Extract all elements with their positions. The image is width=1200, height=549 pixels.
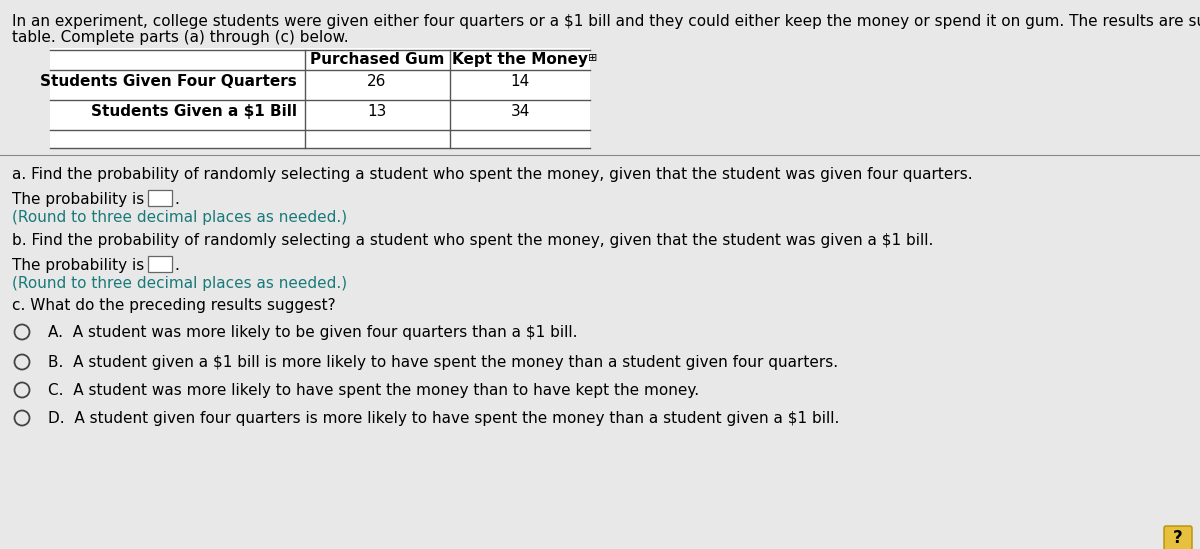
Bar bbox=[148, 190, 172, 206]
Text: The probability is: The probability is bbox=[12, 258, 144, 273]
Text: (Round to three decimal places as needed.): (Round to three decimal places as needed… bbox=[12, 276, 347, 291]
Text: c. What do the preceding results suggest?: c. What do the preceding results suggest… bbox=[12, 298, 336, 313]
Text: 34: 34 bbox=[510, 104, 529, 119]
Text: 14: 14 bbox=[510, 74, 529, 89]
Text: (Round to three decimal places as needed.): (Round to three decimal places as needed… bbox=[12, 210, 347, 225]
Text: The probability is: The probability is bbox=[12, 192, 144, 207]
Text: Kept the Money: Kept the Money bbox=[452, 52, 588, 67]
Text: B.  A student given a $1 bill is more likely to have spent the money than a stud: B. A student given a $1 bill is more lik… bbox=[48, 355, 838, 370]
Bar bbox=[148, 256, 172, 272]
Text: D.  A student given four quarters is more likely to have spent the money than a : D. A student given four quarters is more… bbox=[48, 411, 839, 426]
FancyBboxPatch shape bbox=[1164, 526, 1192, 549]
Text: ?: ? bbox=[1174, 529, 1183, 547]
Text: .: . bbox=[174, 258, 179, 273]
Text: In an experiment, college students were given either four quarters or a $1 bill : In an experiment, college students were … bbox=[12, 14, 1200, 29]
Text: 26: 26 bbox=[367, 74, 386, 89]
Text: C.  A student was more likely to have spent the money than to have kept the mone: C. A student was more likely to have spe… bbox=[48, 383, 700, 398]
Text: .: . bbox=[174, 192, 179, 207]
Text: Purchased Gum: Purchased Gum bbox=[310, 52, 444, 67]
Bar bbox=[50, 48, 590, 148]
Text: Students Given Four Quarters: Students Given Four Quarters bbox=[41, 74, 298, 89]
Text: b. Find the probability of randomly selecting a student who spent the money, giv: b. Find the probability of randomly sele… bbox=[12, 233, 934, 248]
Text: table. Complete parts (a) through (c) below.: table. Complete parts (a) through (c) be… bbox=[12, 30, 349, 45]
Text: Students Given a $1 Bill: Students Given a $1 Bill bbox=[91, 104, 298, 119]
Text: ⊞: ⊞ bbox=[588, 53, 598, 63]
Text: 13: 13 bbox=[367, 104, 386, 119]
Text: a. Find the probability of randomly selecting a student who spent the money, giv: a. Find the probability of randomly sele… bbox=[12, 167, 973, 182]
Text: A.  A student was more likely to be given four quarters than a $1 bill.: A. A student was more likely to be given… bbox=[48, 325, 577, 340]
